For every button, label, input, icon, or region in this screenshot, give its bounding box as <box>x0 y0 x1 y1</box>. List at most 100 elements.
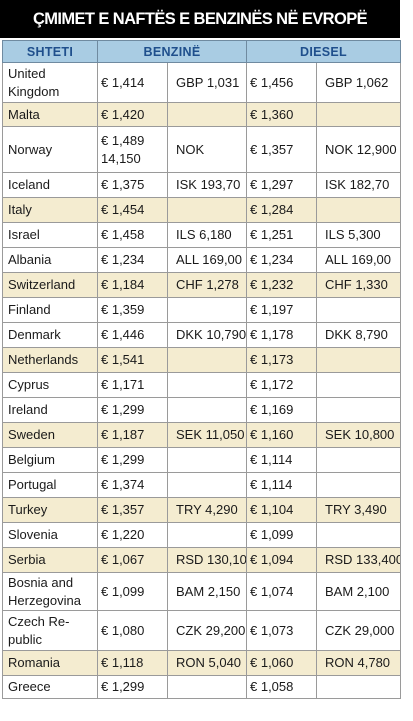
country-cell: Italy <box>2 197 98 223</box>
table-row: Switzerland € 1,184 CHF 1,278 € 1,232 CHF 1,… <box>2 272 402 298</box>
table-row: Belgium € 1,299 € 1,114 <box>2 447 402 473</box>
petrol-local-cell <box>167 347 247 373</box>
petrol-eur-cell: € 1,374 <box>97 472 168 498</box>
table-row: Greece € 1,299 € 1,058 <box>2 675 402 699</box>
petrol-eur-cell: € 1,067 <box>97 547 168 573</box>
country-cell: Switzerland <box>2 272 98 298</box>
diesel-eur-cell: € 1,172 <box>246 372 317 398</box>
diesel-eur-cell: € 1,251 <box>246 222 317 248</box>
petrol-eur-cell: € 1,458 <box>97 222 168 248</box>
diesel-local-cell <box>315 472 402 498</box>
table-row: Sweden € 1,187 SEK 11,050 € 1,160 SEK 10,800 <box>2 422 402 448</box>
table-row: Romania € 1,118 RON 5,040 € 1,060 RON 4,780 <box>2 650 402 676</box>
petrol-local-cell <box>167 397 247 423</box>
country-cell: Belgium <box>2 447 98 473</box>
diesel-eur-cell: € 1,074 <box>246 572 317 611</box>
diesel-local-cell: TRY 3,490 <box>315 497 402 523</box>
table-row: Denmark € 1,446 DKK 10,790 € 1,178 DKK 8,790 <box>2 322 402 348</box>
petrol-local-cell <box>167 297 247 323</box>
petrol-local-cell <box>167 522 247 548</box>
petrol-local-cell: ALL 169,00 <box>167 247 247 273</box>
petrol-eur-cell: € 1,299 <box>97 675 168 699</box>
header-row: SHTETI BENZINË DIESEL <box>2 40 402 63</box>
petrol-local-cell: ISK 193,70 <box>167 172 247 198</box>
petrol-eur-cell: € 1,118 <box>97 650 168 676</box>
diesel-eur-cell: € 1,104 <box>246 497 317 523</box>
diesel-local-cell: GBP 1,062 <box>315 62 402 103</box>
table-row: Turkey € 1,357 TRY 4,290 € 1,104 TRY 3,490 <box>2 497 402 523</box>
country-cell: Slovenia <box>2 522 98 548</box>
petrol-eur-cell: € 1,099 <box>97 572 168 611</box>
country-cell: Albania <box>2 247 98 273</box>
diesel-local-cell: DKK 8,790 <box>315 322 402 348</box>
diesel-eur-cell: € 1,456 <box>246 62 317 103</box>
diesel-eur-cell: € 1,058 <box>246 675 317 699</box>
diesel-local-cell: BAM 2,100 <box>315 572 402 611</box>
diesel-eur-cell: € 1,357 <box>246 126 317 173</box>
petrol-eur-cell: € 1,541 <box>97 347 168 373</box>
petrol-eur-cell: € 1,420 <box>97 102 168 127</box>
country-cell: Greece <box>2 675 98 699</box>
diesel-eur-cell: € 1,160 <box>246 422 317 448</box>
diesel-local-cell: NOK 12,900 <box>315 126 402 173</box>
diesel-local-cell: RON 4,780 <box>315 650 402 676</box>
petrol-local-cell: GBP 1,031 <box>167 62 247 103</box>
country-cell: Ireland <box>2 397 98 423</box>
petrol-local-cell: RSD 130,100 <box>167 547 247 573</box>
country-cell: Sweden <box>2 422 98 448</box>
petrol-local-cell: CHF 1,278 <box>167 272 247 298</box>
petrol-local-cell <box>167 447 247 473</box>
table-row: Iceland € 1,375 ISK 193,70 € 1,297 ISK 182,7… <box>2 172 402 198</box>
table-row: Italy € 1,454 € 1,284 <box>2 197 402 223</box>
petrol-local-cell: TRY 4,290 <box>167 497 247 523</box>
table-row: United Kingdom € 1,414 GBP 1,031 € 1,456 GBP… <box>2 62 402 103</box>
table-row: Czech Re-public € 1,080 CZK 29,200 € 1,073 C… <box>2 610 402 651</box>
diesel-local-cell: CHF 1,330 <box>315 272 402 298</box>
petrol-eur-cell: € 1,414 <box>97 62 168 103</box>
table-row: Ireland € 1,299 € 1,169 <box>2 397 402 423</box>
petrol-local-cell: RON 5,040 <box>167 650 247 676</box>
country-cell: Portugal <box>2 472 98 498</box>
diesel-eur-cell: € 1,173 <box>246 347 317 373</box>
diesel-local-cell: SEK 10,800 <box>315 422 402 448</box>
petrol-local-cell: DKK 10,790 <box>167 322 247 348</box>
country-cell: Turkey <box>2 497 98 523</box>
table-row: Norway € 1,489 14,150 NOK € 1,357 NOK 12,900 <box>2 126 402 173</box>
diesel-local-cell <box>315 675 402 699</box>
table-row: Netherlands € 1,541 € 1,173 <box>2 347 402 373</box>
diesel-local-cell <box>315 197 402 223</box>
petrol-local-cell <box>167 372 247 398</box>
petrol-eur-cell: € 1,080 <box>97 610 168 651</box>
diesel-eur-cell: € 1,197 <box>246 297 317 323</box>
table-row: Finland € 1,359 € 1,197 <box>2 297 402 323</box>
petrol-local-cell: NOK <box>167 126 247 173</box>
table-row: Serbia € 1,067 RSD 130,100 € 1,094 RSD 133,4… <box>2 547 402 573</box>
diesel-eur-cell: € 1,073 <box>246 610 317 651</box>
petrol-eur-cell: € 1,454 <box>97 197 168 223</box>
diesel-local-cell <box>315 297 402 323</box>
country-cell: Bosnia and Herzegovina <box>2 572 98 611</box>
table-title: ÇMIMET E NAFTËS E BENZINËS NË EVROPË <box>0 0 400 38</box>
diesel-local-cell <box>315 102 402 127</box>
header-petrol: BENZINË <box>97 40 247 63</box>
petrol-eur-cell: € 1,187 <box>97 422 168 448</box>
petrol-eur-cell: € 1,171 <box>97 372 168 398</box>
petrol-eur-cell: € 1,234 <box>97 247 168 273</box>
diesel-eur-cell: € 1,169 <box>246 397 317 423</box>
petrol-local-cell <box>167 197 247 223</box>
country-cell: Denmark <box>2 322 98 348</box>
petrol-eur-cell: € 1,299 <box>97 447 168 473</box>
fuel-price-table: SHTETI BENZINË DIESEL United Kingdom € 1,… <box>2 40 402 699</box>
diesel-eur-cell: € 1,297 <box>246 172 317 198</box>
petrol-local-cell <box>167 675 247 699</box>
diesel-local-cell: ALL 169,00 <box>315 247 402 273</box>
table-row: Albania € 1,234 ALL 169,00 € 1,234 ALL 169,0… <box>2 247 402 273</box>
diesel-eur-cell: € 1,114 <box>246 447 317 473</box>
table-row: Israel € 1,458 ILS 6,180 € 1,251 ILS 5,300 <box>2 222 402 248</box>
petrol-local-cell: ILS 6,180 <box>167 222 247 248</box>
header-country: SHTETI <box>2 40 98 63</box>
petrol-eur-cell: € 1,489 14,150 <box>97 126 168 173</box>
diesel-local-cell <box>315 522 402 548</box>
header-diesel: DIESEL <box>245 40 402 63</box>
diesel-local-cell: RSD 133,400 <box>315 547 402 573</box>
